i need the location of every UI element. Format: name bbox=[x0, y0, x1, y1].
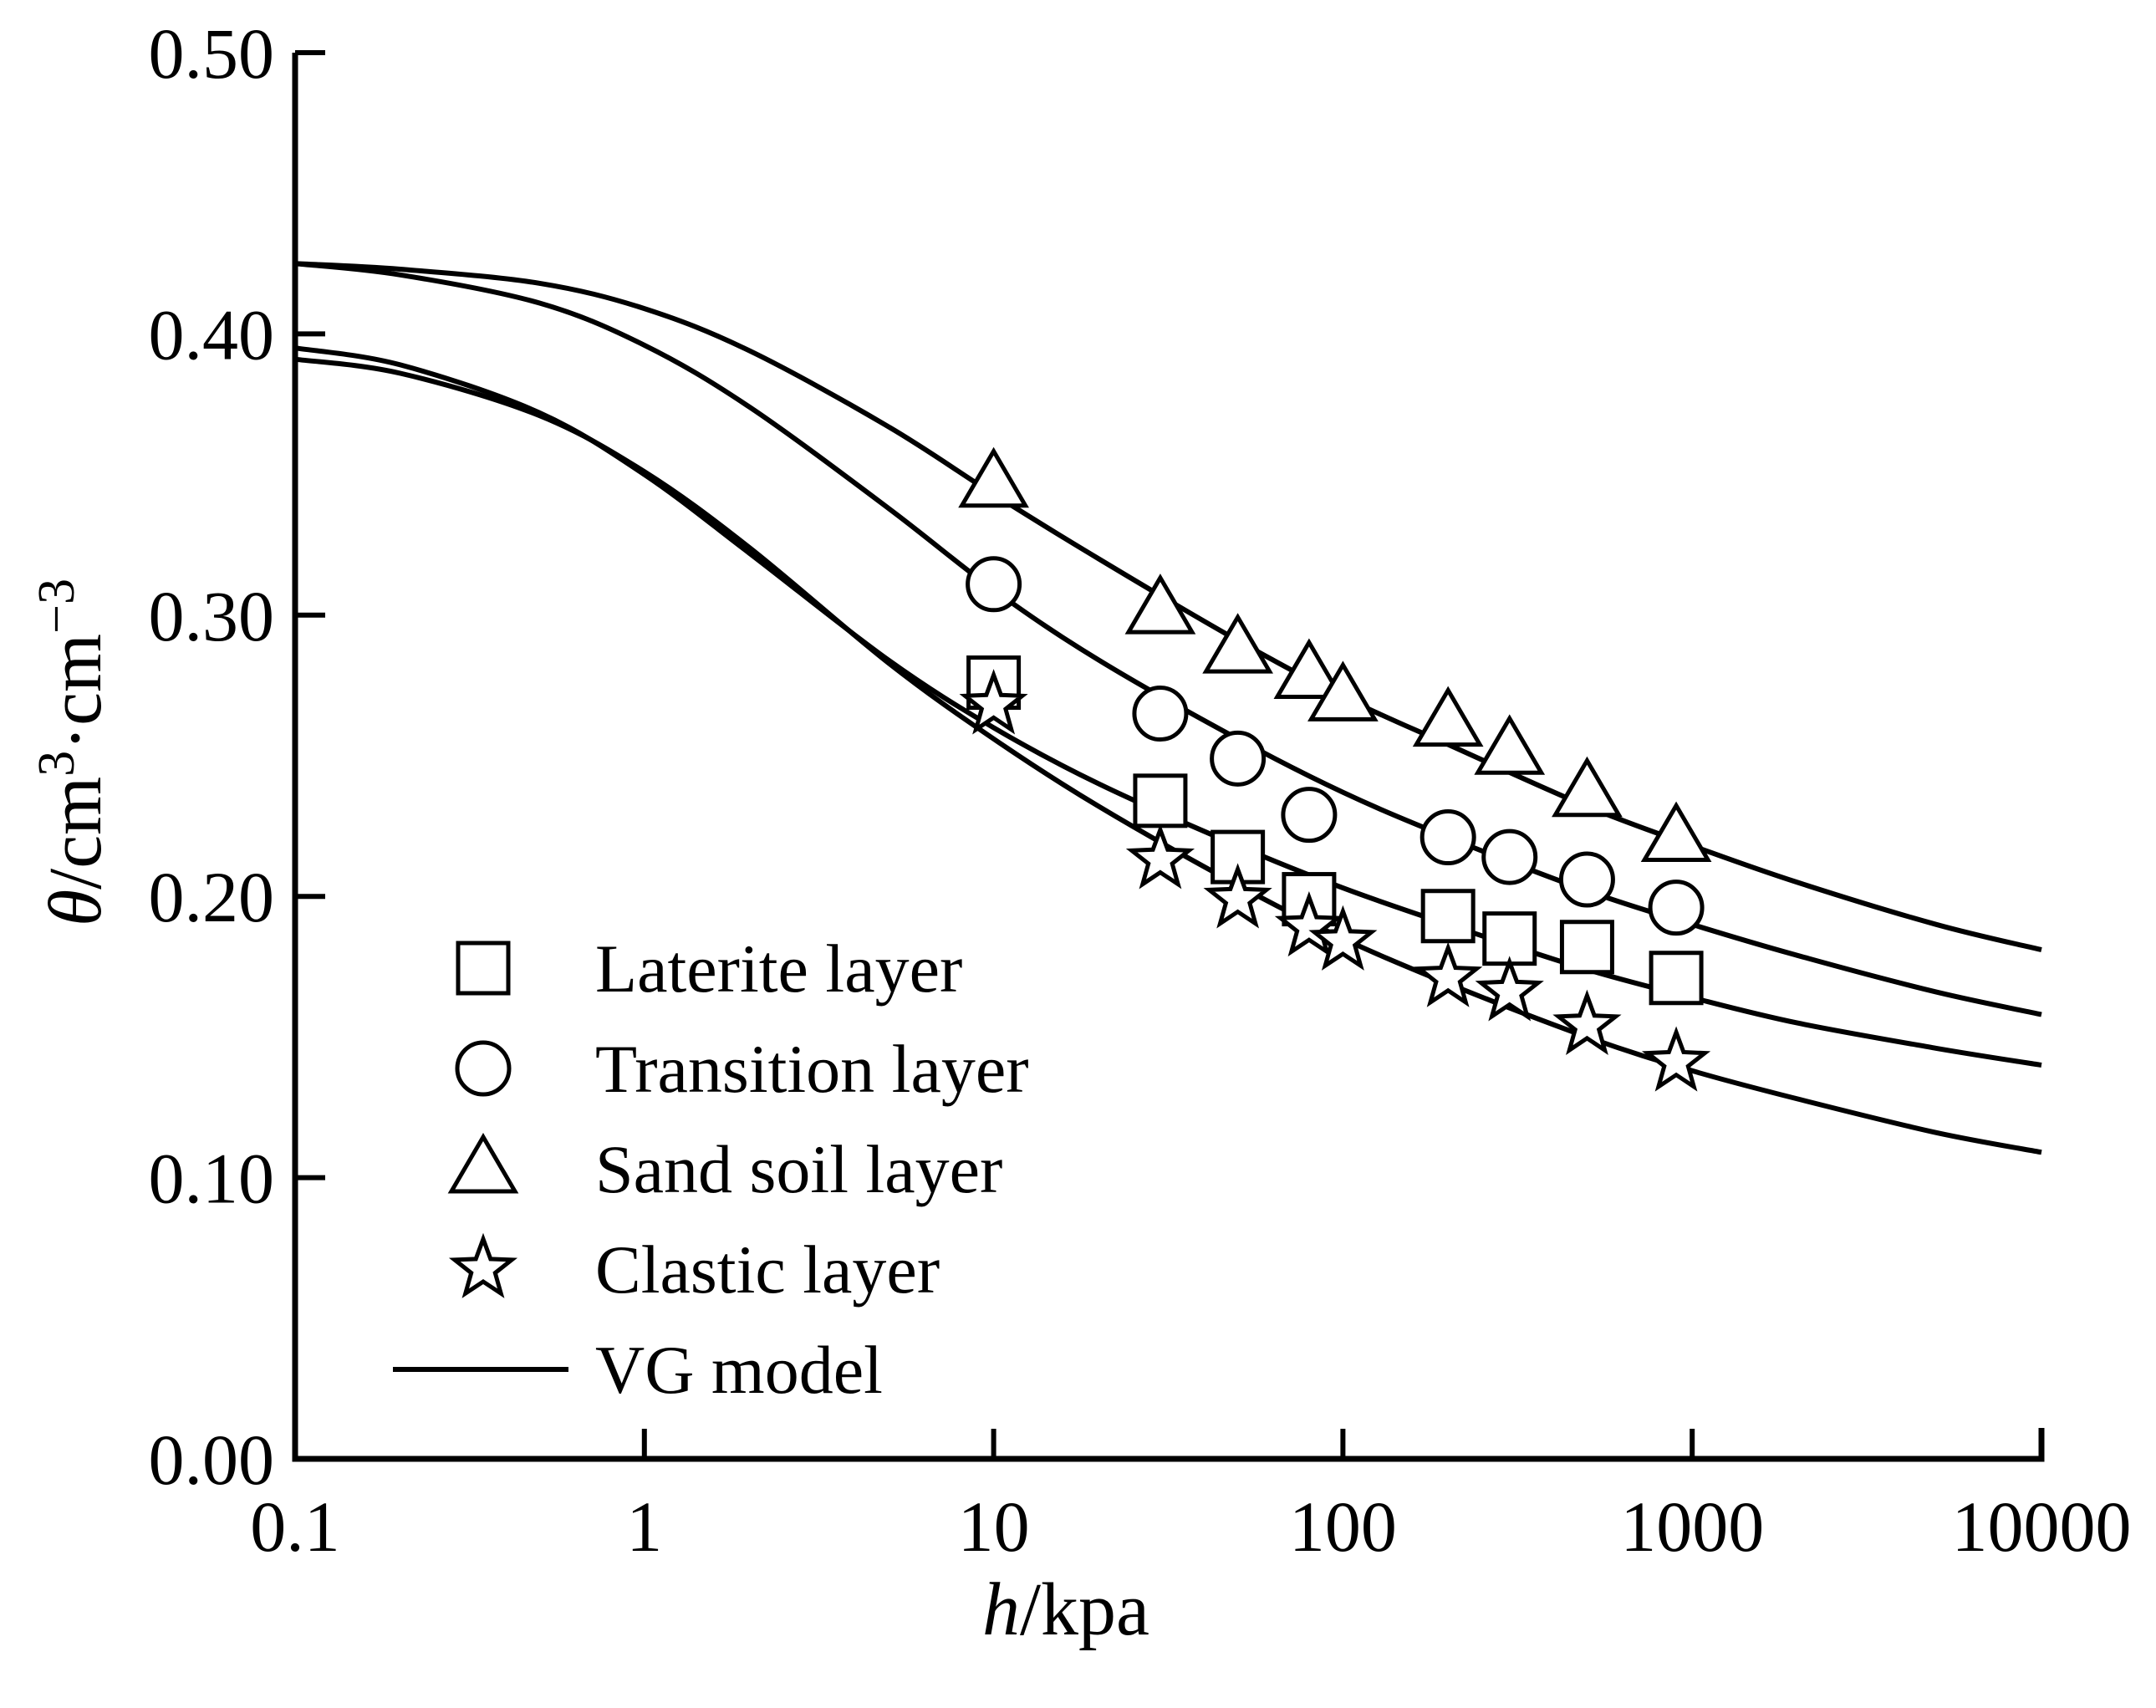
clastic-layer-point bbox=[1308, 905, 1378, 971]
transition-layer-point bbox=[1210, 730, 1267, 787]
clastic-layer-point bbox=[1475, 956, 1544, 1022]
data-markers bbox=[958, 446, 1712, 1092]
laterite-layer-point bbox=[1420, 889, 1476, 944]
clastic-layer-point bbox=[1203, 863, 1272, 929]
x-tick-label: 1000 bbox=[1620, 1486, 1764, 1567]
clastic-layer-point bbox=[1641, 1026, 1711, 1092]
vg-curve-1 bbox=[294, 261, 2042, 1017]
transition-layer-point bbox=[1648, 879, 1705, 936]
clastic-layer-point bbox=[1125, 823, 1195, 890]
transition-layer-point bbox=[1558, 851, 1615, 908]
x-tick-label: 100 bbox=[1289, 1486, 1397, 1567]
legend-label-vg-model: VG model bbox=[595, 1332, 883, 1408]
axes bbox=[292, 53, 2045, 1462]
legend-star-swatch bbox=[448, 1232, 518, 1298]
transition-layer-point bbox=[1481, 829, 1538, 885]
clastic-layer-point bbox=[1414, 941, 1483, 1007]
laterite-layer-point bbox=[1133, 773, 1188, 829]
x-tick-label: 10000 bbox=[1952, 1486, 2132, 1567]
legend-triangle-swatch bbox=[447, 1133, 519, 1194]
ticks: 0.1 1 10 100 1000 10000 0.00 0.10 0.20 0.30 0.40 0.… bbox=[149, 13, 2132, 1567]
axis-frame bbox=[292, 53, 2045, 1462]
transition-layer-point bbox=[966, 556, 1022, 613]
sand-soil-layer-point bbox=[1412, 686, 1484, 747]
sand-soil-layer-point bbox=[1202, 613, 1273, 674]
legend-label-laterite-layer: Laterite layer bbox=[595, 930, 962, 1007]
vg-curve-3 bbox=[294, 356, 2042, 1155]
legend-label-transition-layer: Transition layer bbox=[595, 1031, 1029, 1107]
x-axis-title: h/kpa bbox=[982, 1568, 1149, 1651]
legend-label-clastic-layer: Clastic layer bbox=[595, 1231, 940, 1308]
sand-soil-layer-point bbox=[958, 446, 1029, 508]
y-tick-label: 0.50 bbox=[149, 13, 275, 94]
sand-soil-layer-point bbox=[1474, 714, 1546, 775]
y-tick-label: 0.20 bbox=[149, 857, 275, 937]
x-tick-label: 1 bbox=[626, 1486, 662, 1567]
y-tick-label: 0.10 bbox=[149, 1139, 275, 1219]
clastic-layer-point bbox=[959, 669, 1028, 735]
y-axis-title: θ/cm3·cm−3 bbox=[28, 579, 117, 926]
clastic-layer-point bbox=[1552, 989, 1622, 1055]
laterite-layer-point bbox=[1649, 951, 1704, 1006]
x-tick-label: 10 bbox=[958, 1486, 1030, 1567]
legend: Laterite layer Transition layer Sand soil … bbox=[393, 930, 1029, 1408]
x-tick-label: 0.1 bbox=[250, 1486, 340, 1567]
transition-layer-point bbox=[1419, 809, 1476, 866]
y-tick-label: 0.30 bbox=[149, 576, 275, 656]
y-tick-label: 0.00 bbox=[149, 1420, 275, 1500]
transition-layer-point bbox=[1281, 787, 1338, 844]
sand-soil-layer-point bbox=[1307, 660, 1379, 721]
sand-soil-layer-point bbox=[1273, 638, 1345, 699]
clastic-layer-point bbox=[1274, 890, 1343, 957]
y-tick-label: 0.40 bbox=[149, 294, 275, 375]
sand-soil-layer-point bbox=[1124, 574, 1196, 635]
legend-square-swatch bbox=[456, 941, 511, 996]
transition-layer-point bbox=[1132, 686, 1189, 742]
laterite-layer-point bbox=[1559, 920, 1614, 975]
sand-soil-layer-point bbox=[1640, 801, 1712, 863]
sand-soil-layer-point bbox=[1552, 756, 1623, 818]
laterite-layer-point bbox=[1482, 911, 1537, 966]
legend-circle-swatch bbox=[455, 1040, 512, 1097]
legend-label-sand-soil-layer: Sand soil layer bbox=[595, 1131, 1002, 1207]
